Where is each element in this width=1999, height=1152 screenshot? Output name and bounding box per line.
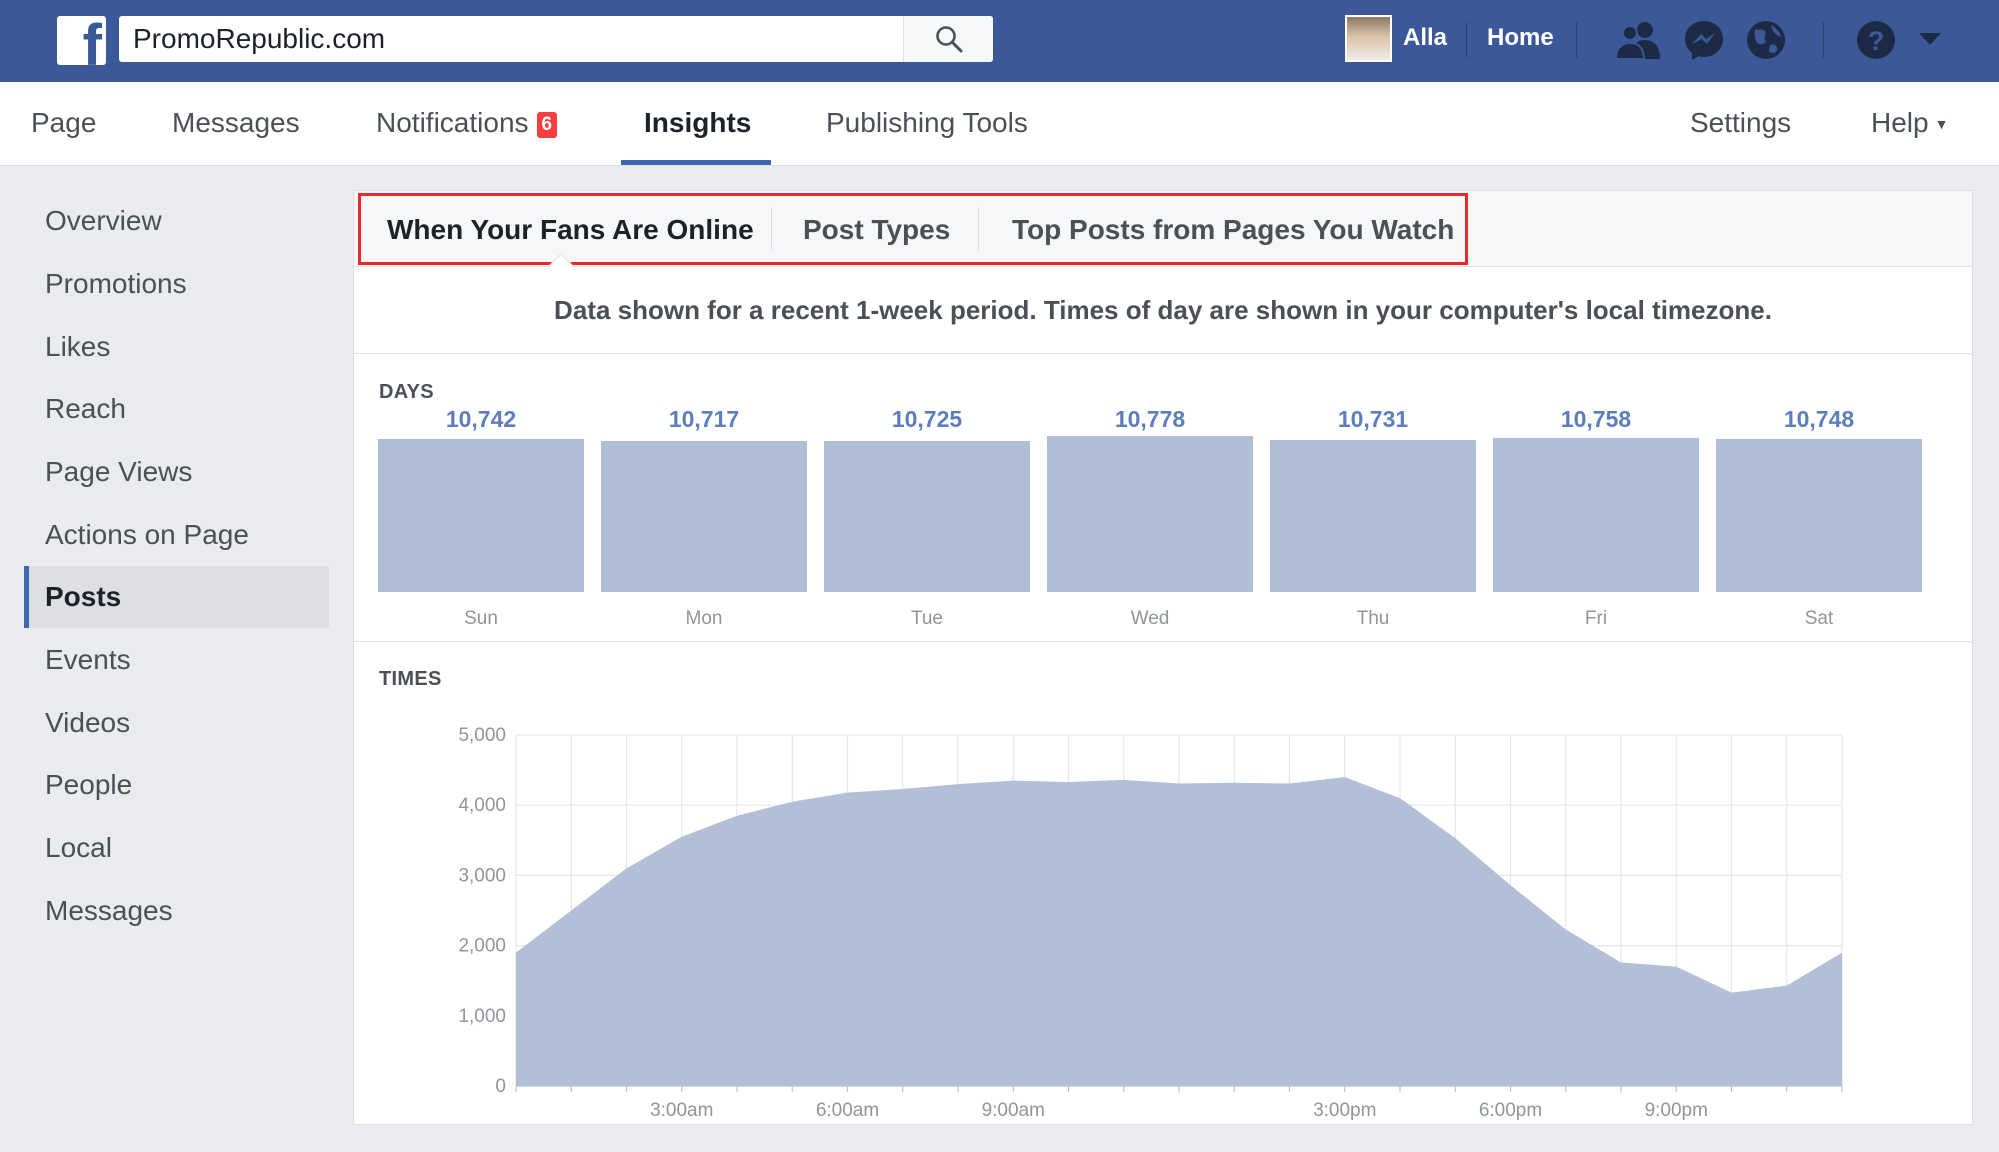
- nav-notifications[interactable]: Notifications 6: [376, 107, 558, 139]
- account-menu-icon[interactable]: [1906, 16, 1954, 64]
- home-link[interactable]: Home: [1487, 24, 1554, 51]
- y-tick-label: 0: [495, 1076, 506, 1097]
- y-tick-label: 5,000: [458, 725, 506, 746]
- y-tick-label: 1,000: [458, 1006, 506, 1027]
- sidebar-item-page-views[interactable]: Page Views: [45, 456, 193, 487]
- caret-down-icon: ▼: [1934, 116, 1949, 132]
- divider: [1823, 22, 1824, 58]
- day-name-label: Sun: [464, 608, 498, 629]
- day-column: 10,717 Mon: [601, 406, 807, 646]
- sidebar-item-posts[interactable]: Posts: [24, 566, 329, 628]
- day-name-label: Fri: [1584, 608, 1608, 629]
- sidebar-item-reach[interactable]: Reach: [45, 393, 126, 424]
- svg-text:?: ?: [1868, 26, 1885, 56]
- sidebar-item-videos[interactable]: Videos: [45, 707, 131, 738]
- day-value-label: 10,725: [891, 406, 963, 432]
- y-tick-label: 4,000: [458, 795, 506, 816]
- x-tick-label: 6:00am: [816, 1100, 879, 1121]
- day-name-label: Thu: [1356, 608, 1390, 629]
- day-name-label: Mon: [685, 608, 723, 629]
- day-value-label: 10,742: [445, 406, 517, 432]
- day-bar[interactable]: [1493, 437, 1699, 592]
- nav-settings[interactable]: Settings: [1690, 107, 1792, 138]
- day-name-label: Sat: [1804, 608, 1834, 629]
- day-column: 10,742 Sun: [378, 406, 584, 646]
- x-tick-label: 9:00pm: [1645, 1100, 1708, 1121]
- day-value-label: 10,748: [1783, 406, 1855, 432]
- day-value-label: 10,731: [1337, 406, 1409, 432]
- day-bar[interactable]: [1270, 440, 1476, 592]
- days-section-label: DAYS: [379, 381, 434, 403]
- friend-requests-icon[interactable]: [1614, 16, 1662, 64]
- day-bar[interactable]: [1716, 438, 1922, 592]
- tab-divider: [978, 207, 979, 251]
- nav-page[interactable]: Page: [31, 107, 97, 138]
- nav-insights[interactable]: Insights: [644, 107, 752, 138]
- day-column: 10,778 Wed: [1047, 406, 1253, 646]
- insights-panel: When Your Fans Are Online Post Types Top…: [353, 190, 1973, 1125]
- day-bar[interactable]: [824, 440, 1030, 592]
- nav-help-label: Help: [1871, 107, 1929, 138]
- tab-when-fans-online[interactable]: When Your Fans Are Online: [387, 214, 754, 245]
- day-bar[interactable]: [601, 441, 807, 592]
- sidebar-item-messages[interactable]: Messages: [45, 895, 173, 926]
- tab-post-types[interactable]: Post Types: [803, 214, 951, 245]
- tab-divider: [771, 207, 772, 251]
- day-column: 10,731 Thu: [1270, 406, 1476, 646]
- sidebar-item-events[interactable]: Events: [45, 644, 131, 675]
- nav-publishing-tools[interactable]: Publishing Tools: [826, 107, 1028, 138]
- y-tick-label: 3,000: [458, 865, 506, 886]
- day-column: 10,725 Tue: [824, 406, 1030, 646]
- sidebar-item-actions-on-page[interactable]: Actions on Page: [45, 519, 249, 550]
- notification-count-badge: 6: [536, 112, 558, 138]
- day-value-label: 10,758: [1560, 406, 1632, 432]
- active-tab-indicator: [621, 160, 771, 165]
- sidebar-item-local[interactable]: Local: [45, 832, 112, 863]
- x-tick-label: 9:00am: [982, 1100, 1045, 1121]
- search-button[interactable]: [903, 16, 993, 62]
- nav-notifications-label: Notifications: [376, 107, 529, 138]
- x-tick-label: 6:00pm: [1479, 1100, 1542, 1121]
- day-name-label: Wed: [1130, 608, 1170, 629]
- x-tick-label: 3:00am: [650, 1100, 713, 1121]
- posts-tab-bar: When Your Fans Are Online Post Types Top…: [354, 191, 1972, 279]
- divider: [1576, 22, 1577, 58]
- sidebar-item-overview[interactable]: Overview: [45, 205, 162, 236]
- day-column: 10,758 Fri: [1493, 406, 1699, 646]
- page-nav: Page Messages Notifications 6 Insights Pu…: [0, 82, 1999, 166]
- day-bar[interactable]: [1047, 436, 1253, 592]
- messenger-icon[interactable]: [1680, 16, 1728, 64]
- day-name-label: Tue: [910, 608, 944, 629]
- sidebar-item-people[interactable]: People: [45, 769, 133, 800]
- day-value-label: 10,778: [1114, 406, 1186, 432]
- nav-messages[interactable]: Messages: [172, 107, 300, 138]
- facebook-logo-icon[interactable]: f: [57, 16, 106, 65]
- times-section-label: TIMES: [379, 668, 442, 690]
- x-tick-label: 3:00pm: [1313, 1100, 1376, 1121]
- profile-link[interactable]: Alla: [1403, 24, 1448, 51]
- tab-highlight-box: [358, 193, 1468, 265]
- times-area-chart: 0 1,000 2,000 3,000 4,000 5,000 3:00am 6:00am 9:…: [458, 725, 1843, 1121]
- y-tick-label: 2,000: [458, 936, 506, 957]
- avatar[interactable]: [1345, 15, 1392, 62]
- times-area[interactable]: [516, 777, 1842, 1086]
- top-bar: f Alla Home: [0, 0, 1999, 82]
- nav-help[interactable]: Help ▼: [1871, 107, 1948, 139]
- notifications-globe-icon[interactable]: [1742, 16, 1790, 64]
- period-info-text: Data shown for a recent 1-week period. T…: [354, 267, 1972, 354]
- day-value-label: 10,717: [668, 406, 740, 432]
- tab-top-posts[interactable]: Top Posts from Pages You Watch: [1012, 214, 1455, 245]
- divider: [1466, 22, 1467, 58]
- sidebar-item-promotions[interactable]: Promotions: [45, 268, 187, 299]
- day-bar[interactable]: [378, 439, 584, 592]
- search-input[interactable]: [119, 16, 902, 62]
- search-icon: [935, 26, 962, 53]
- sidebar-item-likes[interactable]: Likes: [45, 331, 111, 362]
- search-box: [119, 16, 993, 62]
- section-divider: [354, 641, 1972, 642]
- help-icon[interactable]: ?: [1852, 16, 1900, 64]
- day-column: 10,748 Sat: [1716, 406, 1922, 646]
